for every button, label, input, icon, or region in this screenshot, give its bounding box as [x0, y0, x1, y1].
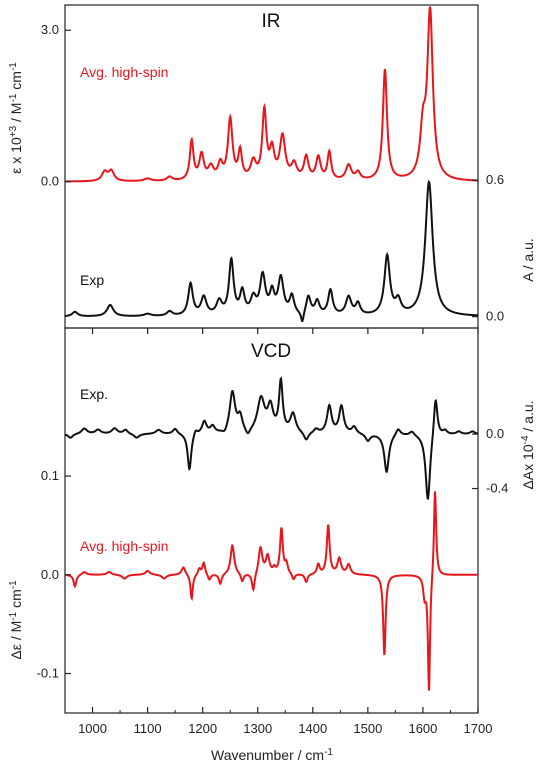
ir-right-axis-title: A / a.u. [520, 238, 536, 282]
ir-left-axis: 0.0 3.0 [41, 22, 71, 189]
x-tick-label: 1200 [188, 721, 217, 736]
right-y-tick-label: 0.0 [486, 426, 504, 441]
x-tick-label: 1100 [134, 721, 162, 736]
ir-exp-curve [64, 179, 479, 322]
vcd-panel-title: VCD [251, 341, 291, 362]
left-y-tick-label: 0.0 [41, 174, 59, 189]
vcd-avg-label: Avg. high-spin [80, 538, 168, 554]
x-tick-label: 1600 [408, 721, 437, 736]
ir-avg-high-spin-curve [65, 6, 479, 183]
x-axis-title: Wavenumber / cm-1 [211, 747, 333, 763]
ir-exp-label: Exp [80, 272, 104, 288]
ir-right-axis: 0.0 0.6 [472, 172, 504, 324]
right-y-tick-label: 0.0 [486, 309, 504, 324]
vcd-panel-frame [64, 327, 479, 714]
ir-panel-frame [64, 4, 479, 329]
right-y-tick-label: 0.6 [486, 172, 504, 187]
left-y-tick-label: 3.0 [41, 22, 59, 37]
x-tick-label: 1500 [353, 721, 382, 736]
ir-avg-label: Avg. high-spin [80, 64, 168, 80]
vcd-avg-high-spin-curve [64, 491, 478, 691]
x-axis: 1000 1100 1200 1300 1400 1500 1600 1700 [64, 328, 493, 736]
ir-panel-title: IR [262, 11, 281, 32]
vcd-left-axis: -0.1 0.0 0.1 [37, 468, 71, 681]
vcd-exp-curve [64, 376, 479, 501]
left-y-tick-label: 0.1 [41, 468, 59, 483]
left-y-tick-label: -0.1 [37, 666, 59, 681]
ir-left-axis-title: ε x 10+3 / M-1 cm-1 [8, 62, 24, 174]
x-tick-label: 1700 [464, 721, 493, 736]
vcd-right-axis-title: ΔAx 10-4 / a.u. [520, 400, 536, 489]
vcd-exp-label: Exp. [80, 386, 108, 402]
right-y-tick-label: -0.4 [486, 481, 508, 496]
vcd-right-axis: -0.4 0.0 [472, 426, 508, 496]
x-tick-label: 1000 [78, 721, 107, 736]
x-tick-label: 1400 [298, 721, 327, 736]
vcd-left-axis-title: Δε / M-1 cm-1 [8, 580, 24, 660]
left-y-tick-label: 0.0 [41, 567, 59, 582]
x-tick-label: 1300 [243, 721, 272, 736]
